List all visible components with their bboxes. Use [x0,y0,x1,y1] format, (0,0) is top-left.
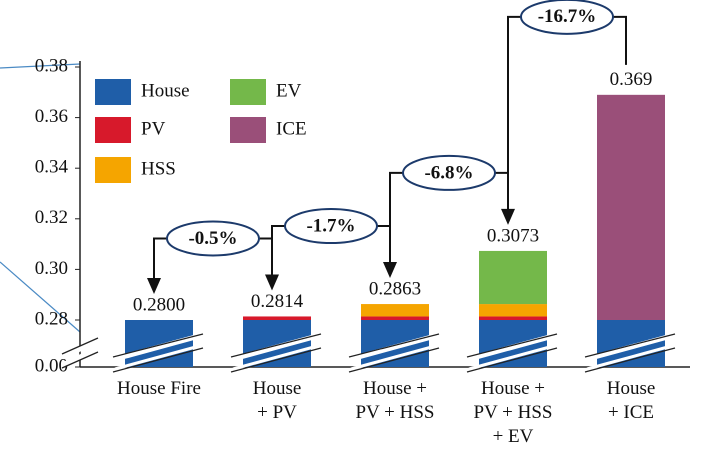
x-tick-label: House + PV + HSS [355,378,435,423]
y-tick-label: 0.36 [35,106,68,127]
legend-swatch [95,79,131,105]
edge-line [0,261,81,333]
bar-break [112,347,204,373]
bar-segment [361,304,429,317]
bar-break [232,332,322,362]
bar-break [230,347,322,373]
bar-break [348,333,440,358]
bar-segment [361,316,429,320]
annotation-arrow [147,278,161,294]
legend-label: EV [276,80,302,101]
y-tick-label: 0.32 [35,207,68,228]
x-tick-label: House + PV [252,378,302,423]
bar-break [466,333,558,358]
value-label: 0.2814 [251,291,304,312]
bar-break [586,332,676,362]
legend-swatch [230,79,266,105]
bar-segment [479,316,547,320]
bar-break [584,333,676,358]
legend-swatch [95,117,131,143]
bar-segment [479,304,547,317]
axis-break [61,351,99,369]
annotation-arrow [265,274,279,291]
bar-break [350,343,440,371]
annotation-bubble [520,0,614,35]
bar-break [468,343,558,371]
value-label: 0.2800 [133,294,185,315]
y-tick-label: 0.38 [35,55,68,76]
bar-break [466,347,558,373]
bar-break [232,343,322,371]
y-tick-label: 0.28 [35,308,68,329]
bar-break [112,333,204,358]
x-tick-label: House + PV + HSS + EV [473,378,553,447]
bar-break [584,347,676,373]
edge-line [0,63,81,69]
bar-break [114,332,204,362]
bar-break [350,332,440,362]
bar-break [348,347,440,373]
annotation-bubble [402,154,496,191]
legend-label: HSS [141,158,176,179]
legend-swatch [230,117,266,143]
annotation-label: -1.7% [306,215,355,236]
y-tick-label: 0.00 [35,355,68,376]
value-label: 0.2863 [369,278,421,299]
value-label: 0.369 [610,69,653,90]
annotation-label: -6.8% [424,162,473,183]
bar-break [468,332,558,362]
legend-swatch [95,157,131,183]
annotation-arrow [501,208,515,225]
bar-break [114,343,204,371]
bar-segment [597,94,665,320]
annotation-arrow [383,262,397,279]
annotation-label: -0.5% [188,228,237,249]
legend-label: ICE [276,118,307,139]
axis-break [60,346,100,368]
axis-break [60,338,100,360]
bar-break [230,333,322,358]
axis-break [61,337,99,355]
annotation-bubble [284,208,378,245]
y-tick-label: 0.30 [35,258,68,279]
x-tick-label: House + ICE [606,378,656,423]
bar-segment [479,250,547,305]
legend-label: PV [141,118,166,139]
bar-break [586,343,676,371]
annotation-label: -16.7% [538,6,597,27]
y-tick-label: 0.34 [35,157,69,178]
bar-segment [243,316,311,320]
x-tick-label: House Fire [117,378,201,399]
value-label: 0.3073 [487,225,539,246]
legend-label: House [141,80,190,101]
annotation-bubble [166,220,260,257]
